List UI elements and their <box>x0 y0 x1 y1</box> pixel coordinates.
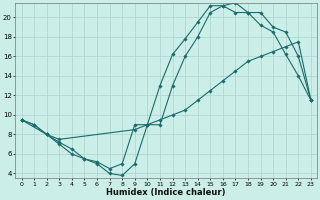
X-axis label: Humidex (Indice chaleur): Humidex (Indice chaleur) <box>107 188 226 197</box>
